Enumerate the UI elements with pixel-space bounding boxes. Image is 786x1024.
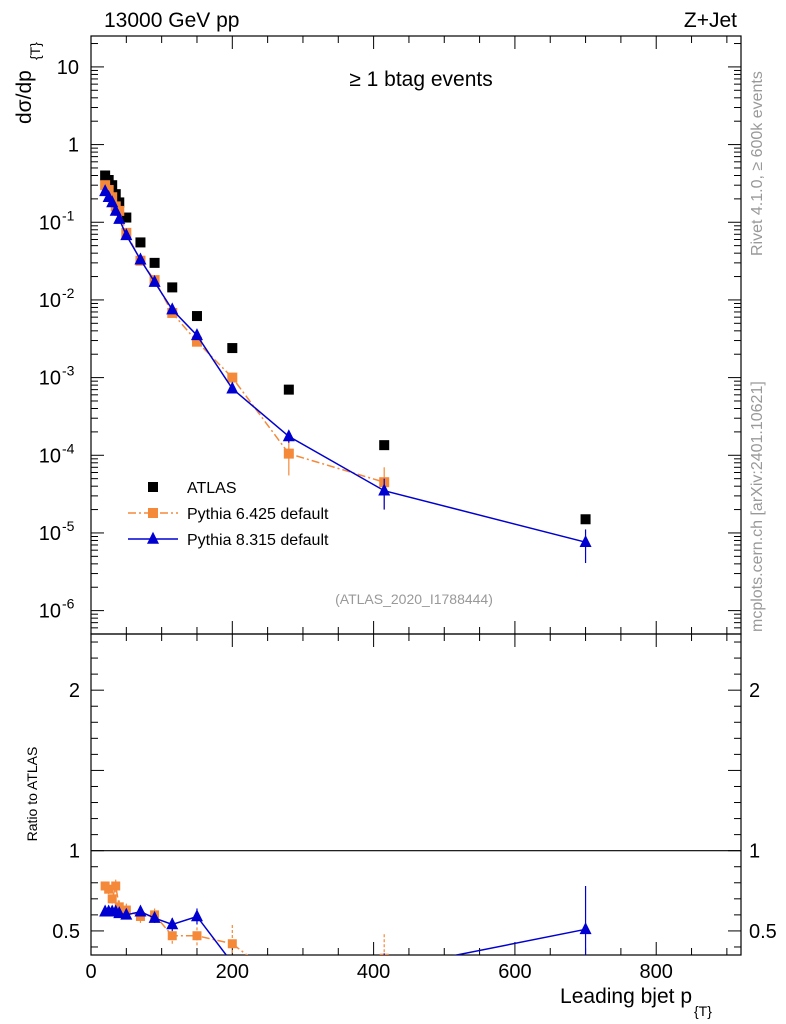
ratio-y-axis-label: Ratio to ATLAS [24, 747, 40, 842]
y-axis-label-main: dσ/dp [13, 70, 36, 124]
y-tick-label: 10 [39, 445, 61, 467]
y-tick-label: 10 [39, 523, 61, 545]
ratio-point [191, 909, 203, 921]
ratio-axis-ticks [91, 634, 741, 955]
ratio-point [228, 939, 237, 948]
y-tick-exponent: -1 [62, 207, 75, 223]
series-line [105, 191, 585, 542]
ratio-y-tick-label: 1 [69, 841, 80, 863]
y-tick-label: 10 [39, 601, 61, 623]
main-series-layer [99, 170, 591, 563]
x-tick-label: 0 [85, 961, 96, 983]
series-line [105, 185, 384, 482]
ratio-point [580, 922, 592, 934]
y-tick-exponent: -2 [62, 285, 75, 301]
x-tick-label: 600 [498, 961, 531, 983]
y-tick-label: 10 [39, 212, 61, 234]
ratio-point [168, 931, 177, 940]
legend: ATLAS Pythia 6.425 default Pythia 8.315 de… [128, 480, 329, 549]
ratio-frame [91, 634, 741, 955]
legend-marker [148, 482, 158, 492]
analysis-watermark: (ATLAS_2020_I1788444) [335, 591, 493, 607]
ratio-y-tick-label-right: 1 [749, 841, 760, 863]
y-axis-label-sub: {T} [27, 42, 43, 60]
data-point [379, 440, 389, 450]
x-tick-label: 400 [357, 961, 390, 983]
ratio-point [111, 881, 120, 890]
data-point [167, 282, 177, 292]
ratio-y-tick-label: 0.5 [52, 921, 80, 943]
x-tick-label: 200 [216, 961, 249, 983]
y-tick-label: 10 [39, 290, 61, 312]
data-point [284, 385, 294, 395]
data-point [192, 311, 202, 321]
header-right: Z+Jet [684, 9, 737, 32]
x-axis-label-main: Leading bjet p [560, 985, 692, 1008]
data-point [581, 514, 591, 524]
y-tick-exponent: -5 [62, 518, 75, 534]
ratio-point [284, 983, 293, 992]
rivet-version-label: Rivet 4.1.0, ≥ 600k events [749, 71, 766, 256]
x-axis-label: Leading bjet p {T} [560, 985, 712, 1019]
x-tick-label: 800 [640, 961, 673, 983]
data-point [283, 429, 295, 441]
ratio-point [108, 894, 117, 903]
ratio-panel: 0.5 0.5 1 1 2 2 0 200 400 600 800 Ratio to ATLAS L… [24, 634, 777, 1019]
source-label: mcplots.cern.ch [arXiv:2401.10621] [749, 381, 766, 632]
y-tick-exponent: -6 [62, 596, 75, 612]
y-tick-label: 10 [39, 368, 61, 390]
y-tick-exponent: -4 [62, 440, 75, 456]
data-point [227, 373, 237, 383]
legend-label: ATLAS [187, 480, 237, 497]
ratio-point [192, 931, 201, 940]
y-tick-label: 10 [57, 57, 79, 79]
legend-label: Pythia 6.425 default [187, 506, 329, 523]
y-axis-label: dσ/dp {T} [13, 42, 43, 124]
data-point [135, 237, 145, 247]
data-point [284, 449, 294, 459]
y-tick-label: 1 [68, 135, 79, 157]
legend-marker [147, 532, 159, 544]
ratio-y-tick-label-right: 0.5 [749, 921, 777, 943]
ratio-point [134, 904, 146, 916]
y-tick-exponent: -3 [62, 363, 75, 379]
x-axis-label-sub: {T} [694, 1003, 712, 1019]
ratio-point [283, 964, 295, 976]
legend-label: Pythia 8.315 default [187, 532, 329, 549]
legend-marker [148, 508, 158, 518]
ratio-y-tick-label-right: 2 [749, 680, 760, 702]
ratio-y-tick-label: 2 [69, 680, 80, 702]
data-point [150, 258, 160, 268]
plot-title: ≥ 1 btag events [349, 68, 492, 91]
data-point [227, 343, 237, 353]
zjet-btag-figure: 13000 GeV pp Z+Jet Rivet 4.1.0, ≥ 600k e… [0, 0, 786, 1024]
header-left: 13000 GeV pp [104, 9, 239, 32]
ratio-tick-labels: 0.5 0.5 1 1 2 2 0 200 400 600 800 [52, 680, 777, 983]
